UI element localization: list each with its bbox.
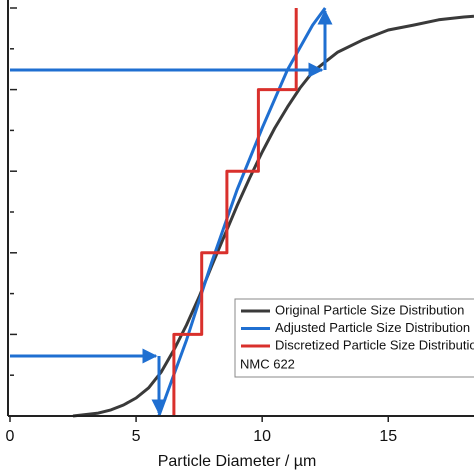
legend-label: Original Particle Size Distribution bbox=[275, 302, 464, 317]
legend-label: Discretized Particle Size Distribution bbox=[275, 337, 474, 352]
x-tick-label: 5 bbox=[132, 428, 141, 445]
x-tick-label: 15 bbox=[379, 428, 397, 445]
plot-area bbox=[7, 0, 474, 422]
x-tick-label: 0 bbox=[6, 428, 15, 445]
series-line bbox=[72, 14, 474, 418]
legend-annotation: NMC 622 bbox=[240, 356, 295, 371]
legend-box bbox=[234, 298, 474, 378]
x-tick-label: 10 bbox=[253, 428, 271, 445]
series-line bbox=[172, 8, 298, 416]
series-line bbox=[157, 7, 327, 417]
legend-label: Adjusted Particle Size Distribution bbox=[275, 320, 470, 335]
x-axis-label: Particle Diameter / µm bbox=[158, 453, 317, 470]
